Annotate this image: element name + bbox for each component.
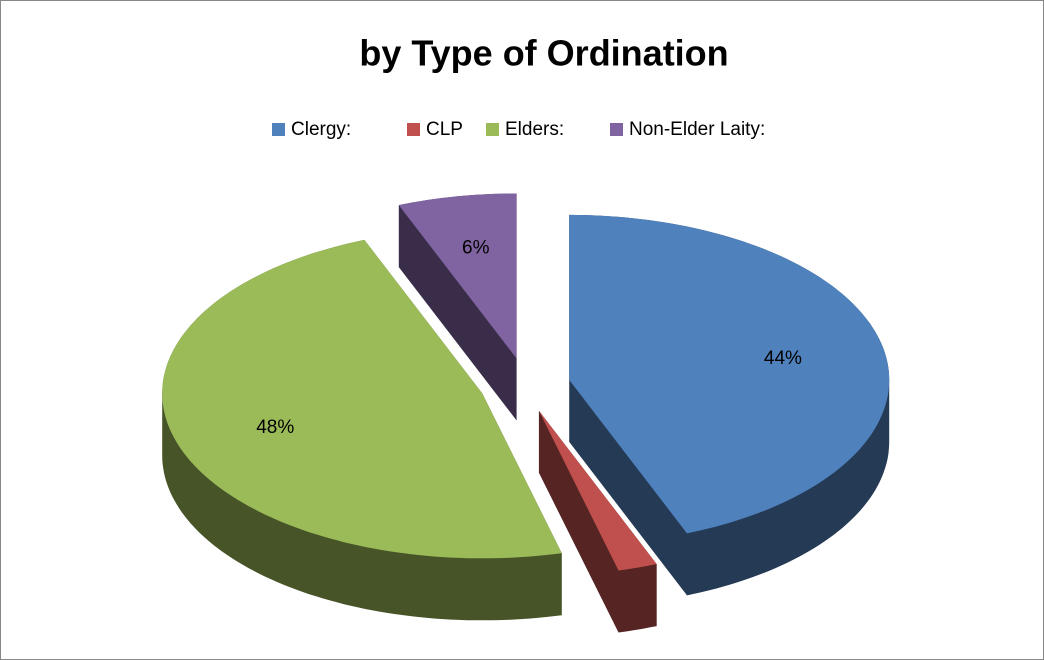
legend-swatch	[272, 123, 285, 136]
data-label: 6%	[462, 237, 490, 258]
chart-title: by Type of Ordination	[359, 33, 728, 74]
slice	[162, 239, 562, 559]
data-label: 48%	[256, 417, 294, 438]
slice	[538, 410, 657, 571]
legend-label: Clergy:	[291, 119, 351, 140]
legend-label: Elders:	[505, 119, 564, 140]
slice	[569, 214, 890, 534]
slice	[398, 193, 517, 359]
legend-swatch	[407, 123, 420, 136]
data-label: 2%	[636, 657, 664, 660]
legend-label: CLP	[426, 119, 463, 140]
legend-swatch	[486, 123, 499, 136]
data-label: 44%	[764, 348, 802, 369]
legend-label: Non-Elder Laity:	[629, 119, 765, 140]
legend-swatch	[610, 123, 623, 136]
